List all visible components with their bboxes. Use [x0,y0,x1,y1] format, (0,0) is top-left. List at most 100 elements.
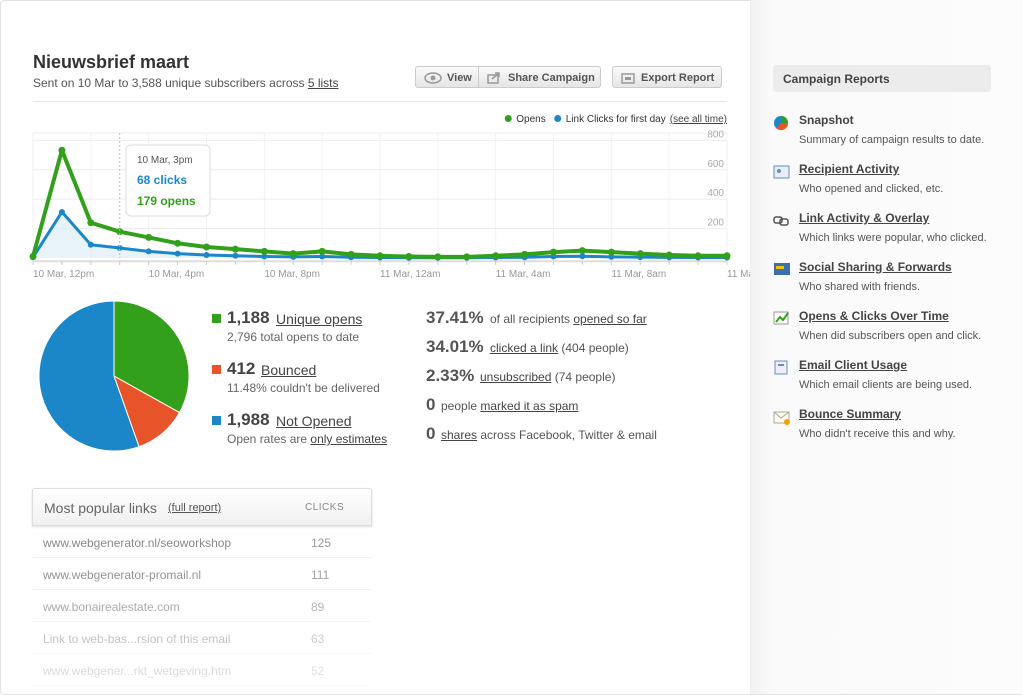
pie-label[interactable]: Unique opens [276,311,363,327]
report-link[interactable]: Social Sharing & Forwards [799,260,952,274]
pie-slice [113,300,190,414]
point [203,243,210,251]
link-url[interactable]: www.webgenerator-promail.nl [43,568,202,582]
point [550,248,557,256]
stat-value: 34.01% [426,337,484,356]
legend-label: Opens [516,114,545,125]
point [145,233,153,241]
point [636,250,644,258]
table-row: www.bonairealestate.com 89 [33,590,371,622]
report-link[interactable]: Link Activity & Overlay [799,211,930,225]
point [203,252,210,259]
sidebar-title: Campaign Reports [783,72,890,86]
report-link[interactable]: Bounce Summary [799,407,902,421]
legend-swatch [212,314,221,323]
point [434,253,442,261]
campaign-title: Nieuwsbrief maart [33,52,190,72]
y-tick-label: 200 [707,218,724,229]
link-url[interactable]: www.bonairealestate.com [43,600,180,614]
pie-label[interactable]: Not Opened [276,413,352,429]
tooltip-clicks: 68 clicks [137,173,187,187]
share-icon [487,72,500,84]
share-button[interactable]: Share Campaign [478,66,601,88]
point [58,208,65,215]
point [578,247,586,255]
eye-icon [424,72,442,84]
point [463,253,471,261]
pie-chart [38,300,190,452]
report-desc: When did subscribers open and click. [799,330,982,342]
divider [33,101,727,102]
point [289,250,297,258]
text: 11.48% couldn't be delivered [227,381,380,395]
full-report-link[interactable]: (full report) [168,502,222,514]
point [376,252,384,260]
pie-value: 412 [227,359,256,378]
button-label: Export Report [641,72,715,84]
stat-value: 0 [426,424,436,443]
point [347,250,355,258]
view-button[interactable]: View [415,66,479,88]
text: 2,796 total opens to date [227,330,360,344]
text: Sent on 10 Mar to 3,588 unique subscribe… [33,76,308,90]
point [492,252,500,260]
link-clicks: 63 [311,632,325,646]
point [232,252,239,259]
text: (74 people) [551,370,616,384]
legend-swatch [554,115,562,122]
line-chart: 200 400 600 800 10 Mar, 12pm 10 Mar, 4pm 10 Ma… [29,114,750,280]
report-desc: Which email clients are being used. [799,379,973,391]
report-link[interactable]: Email Client Usage [799,358,908,372]
table-header: Most popular links (full report) CLICKS [32,488,372,526]
legend-link[interactable]: (see all time) [670,114,727,125]
stat-value: 2.33% [426,366,475,385]
legend-swatch [212,416,221,425]
report-desc: Who shared with friends. [799,281,921,293]
pie-label[interactable]: Bounced [261,362,317,378]
report-desc: Who didn't receive this and why. [799,428,956,440]
point [87,241,94,248]
y-tick-label: 600 [707,159,724,170]
report-link[interactable]: Recipient Activity [799,162,900,176]
pie-slice [38,300,140,452]
link-url[interactable]: www.webgener...rkt_wetgeving.htm [43,664,232,678]
point [29,253,37,261]
sidebar: Campaign Reports Snapshot Summary of camp… [750,0,1023,694]
export-button[interactable]: Export Report [612,66,722,88]
point [174,239,182,247]
export-icon [621,73,635,84]
stat-value: 37.41% [426,308,484,327]
link-clicks: 111 [311,568,330,582]
y-tick-label: 400 [707,188,724,199]
text: of all recipients [490,312,574,326]
report-link[interactable]: Opens & Clicks Over Time [799,309,949,323]
text: Open rates are [227,432,311,446]
point [405,253,413,261]
link[interactable]: opened so far [573,312,647,326]
link[interactable]: marked it as spam [480,399,579,413]
link[interactable]: unsubscribed [480,370,552,384]
text: across Facebook, Twitter & email [477,428,657,442]
stat-text: shares across Facebook, Twitter & email [441,428,657,442]
stat-text: unsubscribed (74 people) [480,370,615,384]
table-title: Most popular links [44,500,157,516]
link-url[interactable]: Link to web-bas...rsion of this email [43,632,231,646]
link-clicks: 89 [311,600,325,614]
link[interactable]: clicked a link [490,341,559,355]
subtitle: Sent on 10 Mar to 3,588 unique subscribe… [33,76,339,90]
link[interactable]: shares [441,428,478,442]
report-desc: Who opened and clicked, etc. [799,183,944,195]
button-label: Share Campaign [508,72,595,84]
stat-text: clicked a link (404 people) [490,341,629,355]
x-tick-label: 10 Mar, 8pm [264,269,320,280]
point [608,253,615,260]
link-url[interactable]: www.webgenerator.nl/seoworkshop [43,536,232,550]
link[interactable]: 5 lists [307,76,339,90]
point [145,248,152,255]
point [665,251,673,259]
link[interactable]: only estimates [310,432,388,446]
point [723,252,731,260]
report-link[interactable]: Snapshot [799,113,854,127]
legend-swatch [212,365,221,374]
